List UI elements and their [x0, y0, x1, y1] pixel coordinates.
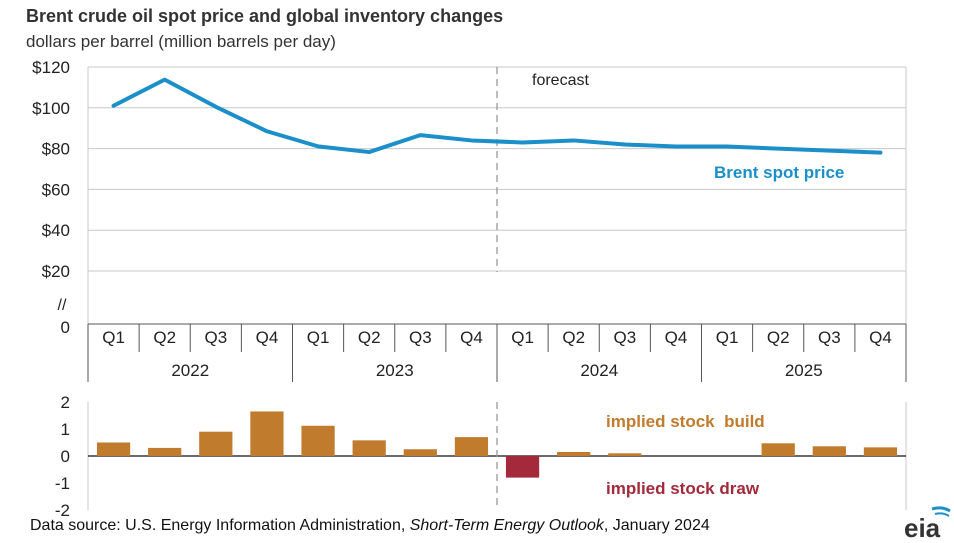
quarter-label: Q2	[767, 328, 790, 347]
price-y-tick-20: $20	[42, 262, 70, 281]
stock-y-tick--2: -2	[55, 501, 70, 520]
quarter-label: Q2	[358, 328, 381, 347]
quarter-label: Q2	[153, 328, 176, 347]
stock-build-bar	[403, 449, 437, 456]
stock-build-bar	[761, 443, 795, 456]
quarter-label: Q3	[204, 328, 227, 347]
chart-subtitle: dollars per barrel (million barrels per …	[26, 32, 336, 51]
stock-build-bar	[250, 411, 284, 456]
quarter-label: Q4	[665, 328, 688, 347]
stock-y-tick--1: -1	[55, 474, 70, 493]
data-source-note: Data source: U.S. Energy Information Adm…	[30, 517, 710, 535]
price-y-tick-120: $120	[32, 58, 70, 77]
quarter-label: Q1	[307, 328, 330, 347]
stock-change-bars	[96, 411, 898, 478]
stock-build-bar	[199, 431, 233, 456]
stock-build-bar	[608, 453, 642, 456]
stock-y-tick-2: 2	[61, 393, 70, 412]
year-label-2023: 2023	[376, 361, 414, 380]
stock-build-bar	[557, 451, 591, 456]
year-label-2025: 2025	[785, 361, 823, 380]
stock-build-bar	[863, 447, 898, 456]
source-prefix: Data source: U.S. Energy Information Adm…	[30, 517, 410, 534]
price-y-tick-60: $60	[42, 180, 70, 199]
stock-build-label: implied stock build	[606, 412, 765, 431]
quarter-label: Q2	[562, 328, 585, 347]
price-y-tick-100: $100	[32, 99, 70, 118]
annotations: forecast Brent spot price implied stock …	[58, 72, 845, 498]
logo-text: eia	[904, 513, 941, 541]
price-y-tick-80: $80	[42, 140, 70, 159]
axis-break-label: //	[58, 297, 67, 314]
stock-draw-bar	[505, 456, 540, 478]
stock-build-bar	[301, 425, 335, 456]
quarter-label: Q3	[409, 328, 432, 347]
quarter-label: Q1	[716, 328, 739, 347]
quarter-label: Q3	[613, 328, 636, 347]
quarter-label: Q4	[869, 328, 892, 347]
quarter-label: Q1	[511, 328, 534, 347]
stock-build-bar	[96, 442, 131, 456]
price-y-tick-40: $40	[42, 221, 70, 240]
year-label-2024: 2024	[580, 361, 618, 380]
price-series	[111, 77, 883, 155]
source-suffix: , January 2024	[603, 517, 710, 534]
quarter-label: Q4	[460, 328, 483, 347]
year-label-2022: 2022	[171, 361, 209, 380]
stock-y-tick-1: 1	[61, 420, 70, 439]
chart-title: Brent crude oil spot price and global in…	[26, 6, 504, 26]
forecast-label: forecast	[532, 72, 589, 89]
quarter-label: Q1	[102, 328, 125, 347]
x-axis-labels: Q1 Q2 Q3 Q4 Q1 Q2 Q3 Q4 Q1 Q2 Q3 Q4 Q1 Q2 Q3 Q4 2022 2023…	[102, 328, 892, 380]
price-y-ticks: $120 $100 $80 $60 $40 $20 0 2 1 0 -1 -2	[32, 58, 70, 520]
stock-build-bar	[454, 437, 489, 456]
price-y-tick-0: 0	[61, 318, 70, 337]
price-series-label: Brent spot price	[714, 163, 844, 182]
stock-build-bar	[812, 446, 846, 456]
brent-price-line	[111, 77, 883, 155]
eia-logo: eia	[904, 506, 951, 541]
quarter-label: Q4	[256, 328, 279, 347]
source-publication: Short-Term Energy Outlook	[409, 517, 604, 534]
stock-draw-label: implied stock draw	[606, 479, 760, 498]
stock-build-bar	[148, 447, 182, 456]
stock-build-bar	[352, 440, 386, 456]
stock-y-tick-0: 0	[61, 447, 70, 466]
quarter-label: Q3	[818, 328, 841, 347]
